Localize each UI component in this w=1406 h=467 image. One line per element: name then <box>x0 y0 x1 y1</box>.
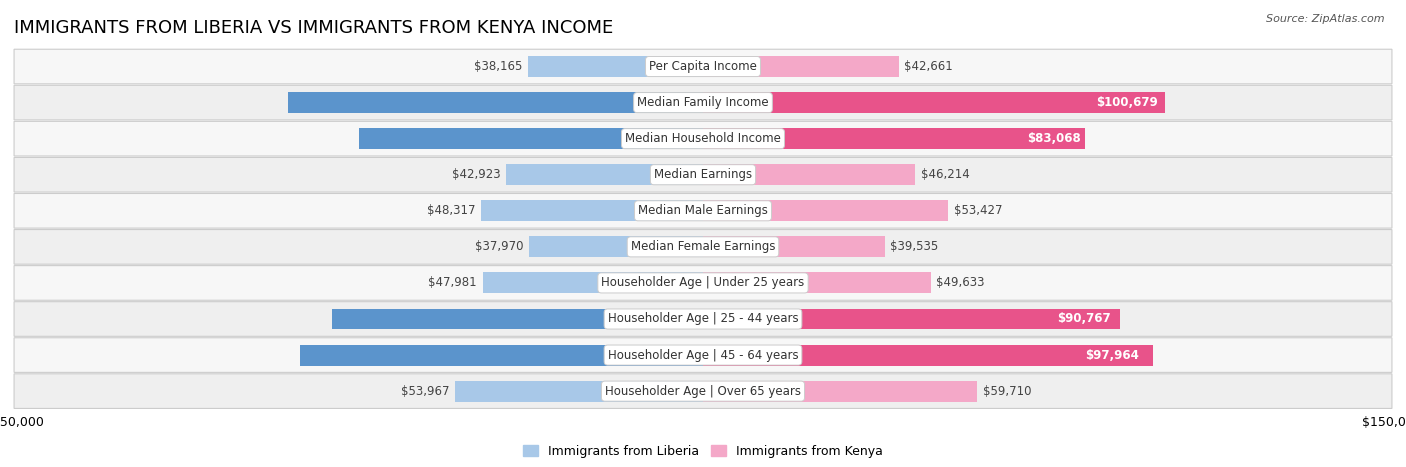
Text: IMMIGRANTS FROM LIBERIA VS IMMIGRANTS FROM KENYA INCOME: IMMIGRANTS FROM LIBERIA VS IMMIGRANTS FR… <box>14 19 613 37</box>
Text: $83,068: $83,068 <box>1028 132 1081 145</box>
FancyBboxPatch shape <box>14 374 1392 409</box>
Bar <box>288 92 703 113</box>
Text: $90,450: $90,450 <box>641 96 695 109</box>
Text: $100,679: $100,679 <box>1097 96 1157 109</box>
Bar <box>456 381 703 402</box>
FancyBboxPatch shape <box>14 302 1392 336</box>
Bar <box>481 200 703 221</box>
Text: $47,981: $47,981 <box>429 276 477 290</box>
Bar <box>703 92 1166 113</box>
Text: $48,317: $48,317 <box>427 204 475 217</box>
Bar <box>332 309 703 329</box>
Bar <box>703 56 898 77</box>
FancyBboxPatch shape <box>14 266 1392 300</box>
Text: Median Female Earnings: Median Female Earnings <box>631 241 775 254</box>
FancyBboxPatch shape <box>14 230 1392 264</box>
Bar <box>527 56 703 77</box>
Bar <box>703 236 884 257</box>
Bar <box>703 164 915 185</box>
FancyBboxPatch shape <box>14 85 1392 120</box>
Text: Median Earnings: Median Earnings <box>654 168 752 181</box>
Bar <box>529 236 703 257</box>
Text: Median Family Income: Median Family Income <box>637 96 769 109</box>
Text: $74,896: $74,896 <box>651 132 706 145</box>
Text: $39,535: $39,535 <box>890 241 938 254</box>
FancyBboxPatch shape <box>14 338 1392 372</box>
Text: $53,967: $53,967 <box>401 385 450 397</box>
Text: $87,739: $87,739 <box>643 348 696 361</box>
Text: $46,214: $46,214 <box>921 168 970 181</box>
Bar <box>359 128 703 149</box>
Text: $42,923: $42,923 <box>451 168 501 181</box>
Text: Householder Age | 25 - 44 years: Householder Age | 25 - 44 years <box>607 312 799 325</box>
Legend: Immigrants from Liberia, Immigrants from Kenya: Immigrants from Liberia, Immigrants from… <box>517 440 889 463</box>
Bar <box>703 309 1121 329</box>
Text: $59,710: $59,710 <box>983 385 1031 397</box>
FancyBboxPatch shape <box>14 121 1392 156</box>
Text: $37,970: $37,970 <box>475 241 523 254</box>
Text: $49,633: $49,633 <box>936 276 986 290</box>
Bar <box>703 345 1153 366</box>
Bar <box>506 164 703 185</box>
Text: $38,165: $38,165 <box>474 60 522 73</box>
Text: Householder Age | Over 65 years: Householder Age | Over 65 years <box>605 385 801 397</box>
Text: Per Capita Income: Per Capita Income <box>650 60 756 73</box>
Bar <box>299 345 703 366</box>
Text: $42,661: $42,661 <box>904 60 953 73</box>
Bar <box>703 272 931 293</box>
Text: $90,767: $90,767 <box>1057 312 1111 325</box>
Text: Householder Age | Under 25 years: Householder Age | Under 25 years <box>602 276 804 290</box>
Bar <box>703 200 949 221</box>
FancyBboxPatch shape <box>14 49 1392 84</box>
Bar <box>703 381 977 402</box>
Text: Median Male Earnings: Median Male Earnings <box>638 204 768 217</box>
Text: Householder Age | 45 - 64 years: Householder Age | 45 - 64 years <box>607 348 799 361</box>
FancyBboxPatch shape <box>14 193 1392 228</box>
Text: $80,863: $80,863 <box>647 312 702 325</box>
Bar <box>482 272 703 293</box>
Text: Source: ZipAtlas.com: Source: ZipAtlas.com <box>1267 14 1385 24</box>
Text: Median Household Income: Median Household Income <box>626 132 780 145</box>
Text: $53,427: $53,427 <box>953 204 1002 217</box>
Bar <box>703 128 1084 149</box>
FancyBboxPatch shape <box>14 157 1392 192</box>
Text: $97,964: $97,964 <box>1085 348 1139 361</box>
